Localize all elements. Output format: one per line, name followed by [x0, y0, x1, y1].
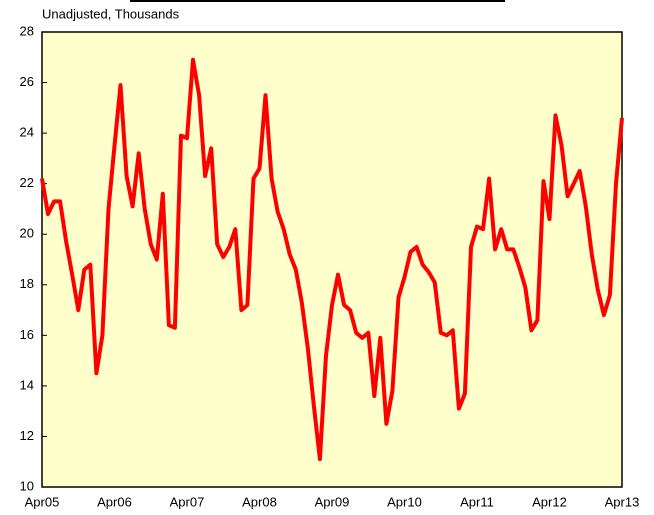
x-tick-label: Apr08 [242, 494, 277, 509]
x-tick-label: Apr10 [387, 494, 422, 509]
y-tick-label: 18 [20, 276, 34, 291]
y-tick-label: 26 [20, 74, 34, 89]
x-tick-label: Apr09 [315, 494, 350, 509]
x-tick-label: Apr06 [97, 494, 132, 509]
chart-subtitle: Unadjusted, Thousands [42, 6, 180, 21]
x-tick-label: Apr05 [25, 494, 60, 509]
y-tick-label: 24 [20, 125, 34, 140]
y-tick-label: 12 [20, 428, 34, 443]
y-tick-label: 16 [20, 327, 34, 342]
y-tick-label: 22 [20, 175, 34, 190]
y-tick-label: 20 [20, 226, 34, 241]
x-tick-label: Apr11 [460, 494, 494, 509]
y-tick-label: 14 [20, 377, 34, 392]
y-tick-label: 28 [20, 23, 34, 38]
plot-area [41, 31, 623, 488]
x-tick-label: Apr12 [532, 494, 567, 509]
x-tick-label: Apr13 [605, 494, 640, 509]
y-tick-label: 10 [20, 478, 34, 493]
data-line [40, 57, 624, 462]
x-tick-label: Apr07 [170, 494, 205, 509]
